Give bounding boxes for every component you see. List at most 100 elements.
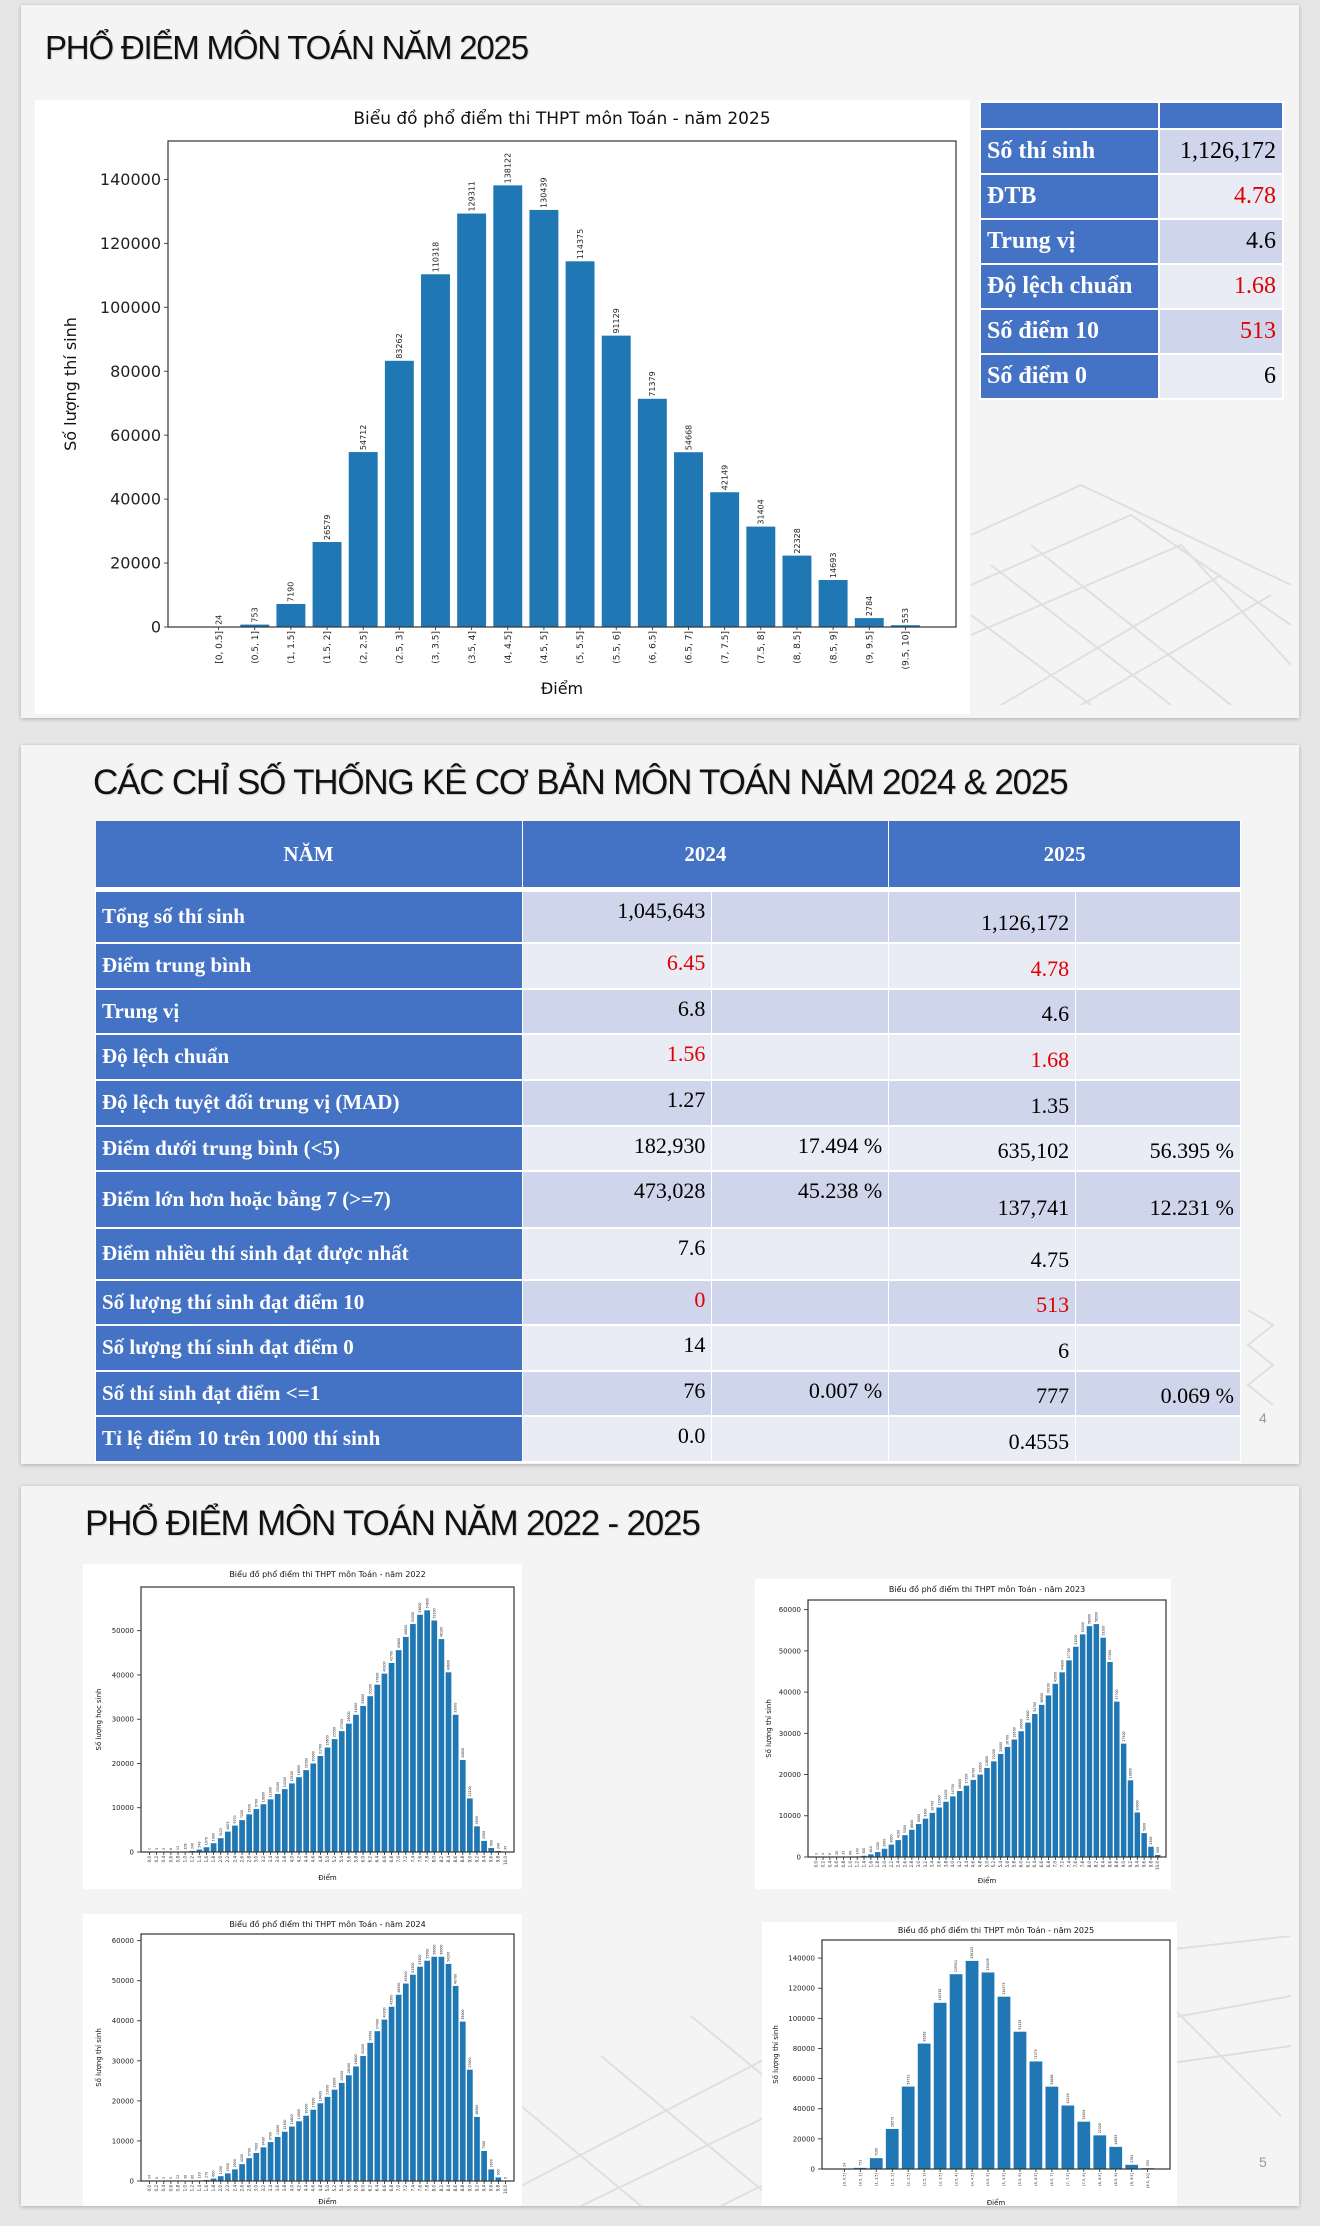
bar-value-label: 35	[504, 1846, 508, 1850]
bar-value-label: 8	[828, 1853, 832, 1855]
bar	[1052, 1683, 1059, 1857]
bar-value-label: 114375	[1002, 1983, 1006, 1995]
bar-value-label: 46500	[397, 1983, 401, 1993]
bar	[459, 1759, 466, 1852]
x-tick-label: 9.4	[482, 1856, 487, 1863]
bar	[312, 542, 342, 627]
bar-value-label: 48700	[454, 1974, 458, 1984]
x-tick-label: 3.2	[261, 2185, 266, 2192]
bar	[869, 2158, 883, 2169]
stats-label: Số điểm 10	[978, 308, 1161, 355]
x-axis-label: Điểm	[978, 1876, 997, 1885]
bar-value-label: 83262	[922, 2031, 926, 2041]
y-axis-label: Số lượng thí sinh	[772, 2025, 780, 2084]
percent-2024	[711, 889, 890, 943]
bar	[210, 1843, 217, 1852]
x-tick-label: 2.8	[247, 2185, 252, 2192]
bar-value-label: 20	[835, 1851, 839, 1855]
bar-value-label: 42149	[720, 465, 729, 490]
x-tick-label: 2.4	[232, 1856, 237, 1863]
x-tick-label: 4.0	[950, 1861, 955, 1868]
bar	[353, 2066, 359, 2181]
bar-value-label: 23200	[992, 1749, 996, 1759]
bar-value-label: 640	[869, 1846, 873, 1852]
value-2024: 0.0	[521, 1415, 713, 1462]
bar	[1013, 2031, 1027, 2169]
bar-value-label: 5700	[247, 2148, 251, 2156]
bar-value-label: 54000	[1081, 1622, 1085, 1632]
bar-value-label: 26400	[347, 2063, 351, 2073]
bar	[246, 1814, 253, 1852]
x-tick-label: 0.4	[161, 1856, 166, 1863]
bar	[224, 2173, 231, 2181]
x-tick-label: 7.2	[1060, 1861, 1065, 1868]
y-tick-label: 40000	[793, 2105, 815, 2113]
x-tick-label: 5.2	[332, 1856, 337, 1863]
x-tick-label: 3.2	[923, 1861, 928, 1868]
x-tick-label: 4.8	[978, 1861, 983, 1868]
bar	[217, 1838, 224, 1852]
percent-2024	[711, 1079, 890, 1126]
x-tick-label: 5.0	[325, 1856, 330, 1863]
x-tick-label: (2.5, 3]	[922, 2172, 926, 2185]
bar	[395, 1994, 402, 2181]
x-tick-label: 7.4	[410, 1856, 415, 1863]
plot-frame	[807, 1599, 1167, 1858]
bar	[360, 2056, 366, 2181]
bar	[1066, 1660, 1072, 1857]
bar-value-label: 27800	[468, 2058, 472, 2068]
bar-value-label: 31200	[361, 2044, 365, 2054]
bar	[457, 213, 487, 627]
x-tick-label: (9.5, 10]	[1146, 2172, 1150, 2188]
bar-value-label: 52300	[432, 1608, 436, 1618]
bar-value-label: 14700	[951, 1784, 955, 1794]
x-tick-label: (8, 8.5]	[1098, 2172, 1102, 2185]
bar	[861, 1855, 867, 1857]
x-tick-label: (9, 9.5]	[1130, 2172, 1134, 2185]
value-2024: 7.6	[521, 1227, 713, 1280]
bar-value-label: 10800	[262, 1792, 266, 1802]
bar-value-label: 110318	[938, 1989, 942, 2001]
y-tick-label: 20000	[112, 2097, 134, 2105]
value-2024: 182,930	[521, 1125, 713, 1171]
x-tick-label: 7.6	[417, 1856, 422, 1863]
bar-value-label: 28500	[1012, 1727, 1016, 1737]
row-label: Điểm trung bình	[95, 942, 523, 989]
bar-value-label: 12000	[937, 1795, 941, 1805]
bar-value-label: 43500	[390, 1995, 394, 2005]
y-tick-label: 80000	[793, 2045, 815, 2053]
bar-value-label: 37700	[1115, 1689, 1119, 1699]
x-tick-label: 9.0	[467, 1856, 472, 1863]
x-tick-label: (5.5, 6]	[1018, 2172, 1022, 2185]
x-tick-label: [0, 0.5]	[215, 631, 225, 664]
bar	[417, 1614, 423, 1852]
x-tick-label: (1.5, 2]	[323, 631, 333, 664]
bar	[1011, 1739, 1018, 1857]
value-2025: 0.4555	[888, 1415, 1077, 1462]
bar-value-label: 56000	[440, 1945, 444, 1955]
bar	[1061, 2105, 1075, 2169]
bar	[881, 1848, 888, 1857]
bar	[467, 2069, 473, 2181]
y-axis-label: Số lượng học sinh	[95, 1689, 103, 1751]
x-tick-label: 10.0	[503, 2185, 508, 2194]
bar-value-label: 20000	[978, 1762, 982, 1772]
bar-value-label: 1200	[219, 2166, 223, 2174]
x-tick-label: 7.2	[403, 1856, 408, 1863]
x-tick-label: 6.2	[368, 1856, 373, 1863]
bar-value-label: 900	[496, 2169, 500, 2175]
row-label: Số lượng thí sinh đạt điểm 10	[95, 1279, 523, 1325]
bar	[303, 2115, 309, 2181]
x-tick-label: 8.4	[446, 1856, 451, 1863]
bar	[997, 1996, 1011, 2169]
bar-value-label: 24	[214, 615, 223, 625]
row-label: Tỉ lệ điểm 10 trên 1000 thí sinh	[95, 1415, 523, 1462]
value-2025: 4.6	[888, 988, 1077, 1034]
x-tick-label: 4.4	[304, 1856, 309, 1863]
bar	[874, 1852, 881, 1857]
bar-value-label: 18600	[1129, 1768, 1133, 1778]
percent-2025	[1075, 1079, 1241, 1126]
x-tick-label: 1.4	[861, 1861, 866, 1868]
bar-value-label: 71379	[1034, 2049, 1038, 2059]
stats-label: ĐTB	[978, 173, 1161, 220]
